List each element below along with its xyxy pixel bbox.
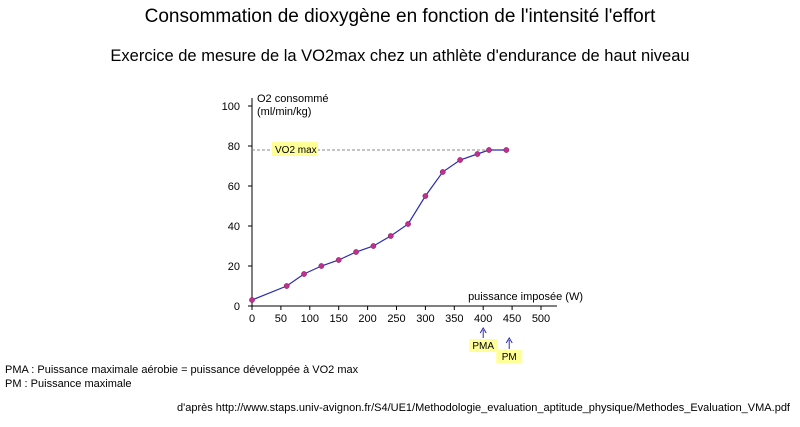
data-point	[353, 249, 359, 255]
axes: 0 50 100 150 200 250 300 350 400 450 500 0 20 40 60 80 1…	[222, 93, 583, 325]
x-axis-label: puissance imposée (W)	[468, 291, 583, 303]
pm-label-bg	[496, 350, 523, 363]
plot-area	[249, 147, 510, 303]
x-tick-label: 150	[330, 313, 348, 325]
x-tick-label: 50	[275, 313, 287, 325]
chart-title: Consommation de dioxygène en fonction de…	[144, 6, 656, 27]
series-line	[251, 149, 507, 301]
note-pma: PMA : Puissance maximale aérobie = puiss…	[5, 364, 359, 376]
data-point	[249, 297, 255, 303]
y-tick-label: 60	[228, 181, 240, 193]
data-point	[283, 283, 290, 289]
vo2max-label-bg	[272, 142, 318, 156]
data-point	[474, 151, 481, 157]
chart-subtitle: Exercice de mesure de la VO2max chez un …	[110, 47, 690, 65]
x-tick-label: 250	[387, 313, 405, 325]
x-tick-label: 200	[358, 313, 376, 325]
y-tick-label: 80	[228, 141, 240, 153]
y-axis-label: O2 consommé	[257, 93, 329, 105]
source-credit: d'après http://www.staps.univ-avignon.fr…	[177, 402, 790, 414]
pma-arrow-head	[479, 327, 487, 334]
pma-label: PMA	[472, 341, 494, 352]
pm-arrow-head	[505, 337, 513, 344]
pm-label: PM	[502, 352, 517, 363]
data-point	[457, 157, 463, 163]
data-point	[387, 233, 394, 239]
y-tick-label: 0	[234, 301, 240, 313]
data-point	[405, 221, 411, 227]
x-tick-label: 100	[301, 313, 319, 325]
y-tick-label: 40	[228, 221, 240, 233]
note-pm: PM : Puissance maximale	[5, 378, 132, 390]
x-tick-label: 300	[416, 313, 434, 325]
y-tick-label: 20	[228, 261, 240, 273]
chart-svg: 0 50 100 150 200 250 300 350 400 450 500 0 20 40 60 80 1…	[222, 93, 583, 363]
data-point	[301, 271, 307, 277]
data-point	[439, 169, 446, 175]
y-axis-label-units: (ml/min/kg)	[257, 106, 311, 118]
y-tick-label: 100	[222, 101, 240, 113]
data-point	[422, 193, 429, 199]
x-tick-label: 350	[445, 313, 463, 325]
data-point	[335, 257, 342, 263]
x-tick-label: 450	[503, 313, 521, 325]
x-tick-label: 400	[474, 313, 492, 325]
data-point	[503, 147, 510, 153]
pma-label-bg	[469, 339, 498, 352]
vo2max-label: VO2 max	[275, 145, 317, 156]
annotations: VO2 max PMA PM	[252, 142, 523, 363]
data-point	[370, 243, 377, 249]
data-point	[486, 147, 492, 153]
x-tick-label: 500	[532, 313, 550, 325]
x-tick-label: 0	[249, 313, 255, 325]
data-point	[318, 263, 325, 269]
